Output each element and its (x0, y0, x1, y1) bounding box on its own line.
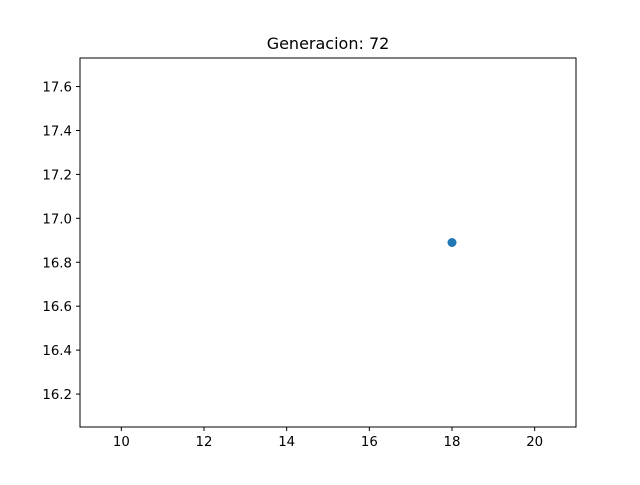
x-tick-label: 12 (196, 435, 213, 450)
x-tick-label: 16 (361, 435, 378, 450)
x-axis-ticks: 10 12 14 16 18 20 (113, 427, 543, 450)
y-tick-label: 17.4 (42, 124, 72, 139)
y-tick-label: 17.2 (42, 168, 72, 183)
chart-title: Generacion: 72 (267, 34, 390, 53)
y-axis-ticks: 16.2 16.4 16.6 16.8 17.0 17.2 17.4 17.6 (42, 81, 80, 403)
y-tick-label: 16.8 (42, 256, 72, 271)
data-point (447, 238, 457, 247)
x-tick-label: 10 (113, 435, 130, 450)
y-tick-label: 16.4 (42, 344, 72, 359)
y-tick-label: 17.0 (42, 212, 72, 227)
data-points (447, 238, 457, 247)
y-tick-label: 17.6 (42, 81, 72, 96)
x-tick-label: 18 (444, 435, 461, 450)
plot-area (80, 58, 576, 427)
x-tick-label: 14 (278, 435, 295, 450)
x-tick-label: 20 (526, 435, 543, 450)
y-tick-label: 16.6 (42, 300, 72, 315)
plot-frame (79, 57, 577, 428)
y-tick-label: 16.2 (42, 388, 72, 403)
